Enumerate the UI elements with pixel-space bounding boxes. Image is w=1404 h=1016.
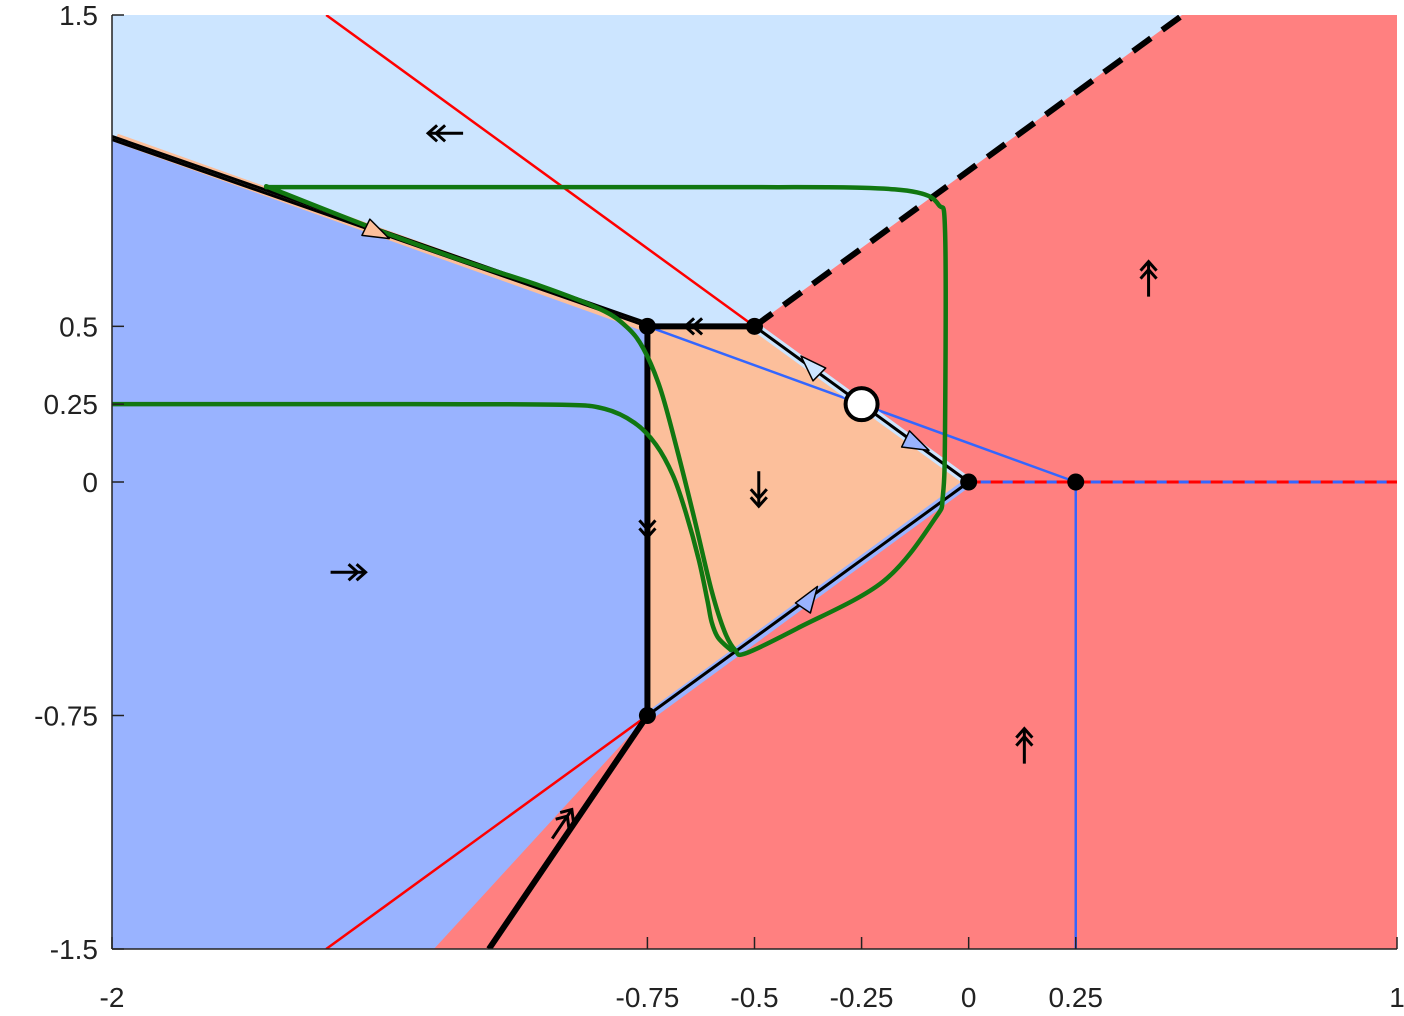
red-line-upper xyxy=(325,15,756,328)
regions-layer xyxy=(112,15,1397,949)
right-double-arrow xyxy=(330,563,368,582)
flow-triangle-lower xyxy=(794,585,819,614)
y-tick-label: -0.75 xyxy=(34,701,98,732)
point-origin xyxy=(960,473,978,491)
point-left-top xyxy=(638,317,656,335)
flow-triangle-upper-right-b xyxy=(900,430,930,452)
equilibrium-open xyxy=(843,386,880,423)
up-right-double-arrow xyxy=(551,807,575,840)
left-double-arrow xyxy=(425,124,464,143)
up-double-arrow-lower xyxy=(1015,726,1034,764)
up-double-arrow-upper xyxy=(1139,259,1158,297)
y-tick-label: 0 xyxy=(82,467,98,498)
y-tick-label: 0.25 xyxy=(44,389,99,420)
y-tick-label: 0.5 xyxy=(59,311,98,342)
left-double-arrow-top xyxy=(682,317,721,336)
green-trajectory-incoming xyxy=(112,401,734,653)
x-tick-label: -0.25 xyxy=(830,982,894,1013)
flow-triangle-upper-left xyxy=(361,218,391,240)
x-tick-label: -0.5 xyxy=(730,982,778,1013)
red-line-lower xyxy=(325,714,649,949)
points-layer xyxy=(638,317,1085,724)
down-double-arrow-center xyxy=(749,471,768,509)
x-tick-label: 1 xyxy=(1389,982,1404,1013)
y-tick-label: -1.5 xyxy=(50,934,98,965)
point-mid-top xyxy=(746,317,763,335)
point-left-bottom xyxy=(638,707,656,724)
trajectories-layer xyxy=(112,183,948,658)
down-double-arrow-vertical xyxy=(638,502,657,540)
x-tick-label: 0 xyxy=(961,982,977,1013)
black-thick-lower xyxy=(486,713,650,949)
arrows-layer xyxy=(330,124,1158,840)
axes-layer: 1.5 0.5 0.25 0 -0.75 -1.5-2 -0.75 -0.5 -0.25 0 0.2… xyxy=(34,0,1404,1013)
green-trajectory-loop xyxy=(263,183,948,658)
y-tick-label: 1.5 xyxy=(59,0,98,31)
x-tick-label: -0.75 xyxy=(616,982,680,1013)
x-tick-label: 0.25 xyxy=(1049,982,1104,1013)
flow-triangle-upper-right-a xyxy=(800,355,827,382)
black-dashed-boundary xyxy=(752,15,1185,329)
x-tick-label: -2 xyxy=(100,982,125,1013)
point-right xyxy=(1067,473,1085,491)
